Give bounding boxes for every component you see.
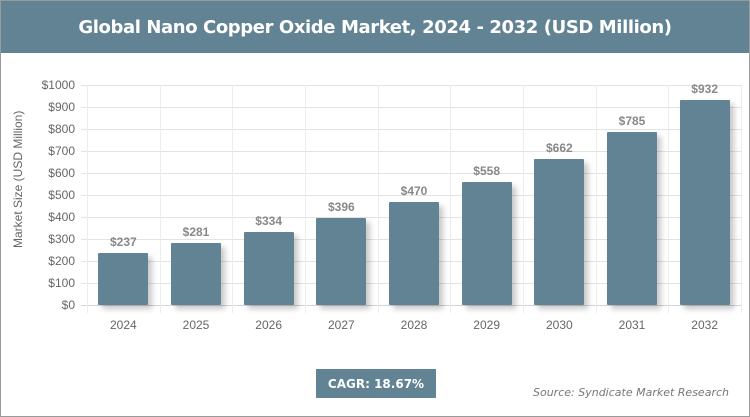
bar-value-label: $785 — [618, 114, 646, 129]
y-tick-label: $100 — [48, 276, 75, 290]
bar-2028[interactable] — [389, 201, 439, 305]
vertical-gridline — [232, 85, 234, 313]
x-tick-label: 2024 — [109, 318, 137, 332]
vertical-gridline — [305, 85, 306, 313]
bar-2025[interactable] — [171, 243, 221, 305]
x-tick-label: 2028 — [400, 318, 428, 332]
x-tick-label: 2025 — [182, 318, 210, 332]
y-tick-label: $900 — [48, 100, 75, 114]
bar-2027[interactable] — [316, 217, 367, 305]
plot-area: Market Size (USD Million) $0 $100 $200 $300… — [1, 53, 749, 353]
y-tick-label: $600 — [48, 166, 75, 180]
y-tick-label: $1000 — [41, 78, 75, 92]
bar-value-label: $281 — [182, 225, 210, 240]
y-tick-label: $0 — [61, 298, 75, 312]
gridline — [81, 305, 741, 306]
vertical-gridline — [595, 85, 597, 313]
bar-2024[interactable] — [98, 252, 149, 305]
gridline — [81, 195, 741, 196]
x-tick-label: 2030 — [545, 318, 573, 332]
bar-value-label: $237 — [109, 234, 137, 249]
bar-value-label: $470 — [400, 183, 428, 198]
cagr-badge: CAGR: 18.67% — [316, 369, 436, 398]
vertical-gridline — [523, 85, 524, 313]
y-tick-label: $500 — [48, 188, 75, 202]
y-tick-label: $400 — [48, 210, 75, 224]
vertical-gridline — [87, 85, 88, 313]
bar-value-label: $932 — [691, 81, 718, 96]
bar-2031[interactable] — [607, 132, 657, 305]
x-tick-label: 2031 — [618, 318, 646, 332]
y-tick-label: $700 — [48, 144, 75, 158]
x-tick-label: 2026 — [255, 318, 282, 332]
x-tick-label: 2032 — [691, 318, 718, 332]
y-axis-label: Market Size (USD Million) — [11, 110, 25, 248]
gridline — [81, 129, 741, 130]
bar-2026[interactable] — [243, 231, 294, 305]
vertical-gridline — [159, 85, 161, 313]
y-tick-label: $200 — [48, 254, 75, 268]
gridline — [81, 107, 741, 108]
bar-value-label: $396 — [327, 199, 355, 214]
bar-2029[interactable] — [461, 182, 512, 305]
source-note: Source: Syndicate Market Research — [533, 386, 729, 399]
bar-value-label: $334 — [255, 213, 282, 228]
vertical-gridline — [377, 85, 379, 313]
bar-value-label: $662 — [545, 141, 573, 156]
bar-value-label: $558 — [473, 164, 500, 179]
x-tick-label: 2027 — [327, 318, 355, 332]
y-tick-label: $300 — [48, 232, 75, 246]
bar-2032[interactable] — [679, 99, 730, 305]
vertical-gridline — [668, 85, 670, 313]
chart-header: Global Nano Copper Oxide Market, 2024 - … — [1, 1, 749, 53]
vertical-gridline — [450, 85, 452, 313]
chart-title: Global Nano Copper Oxide Market, 2024 - … — [78, 16, 672, 38]
vertical-gridline — [741, 85, 742, 313]
x-tick-label: 2029 — [473, 318, 500, 332]
gridline — [81, 151, 741, 152]
gridline — [81, 173, 741, 174]
bar-2030[interactable] — [534, 159, 585, 305]
y-tick-label: $800 — [48, 122, 75, 136]
gridline — [81, 85, 741, 86]
